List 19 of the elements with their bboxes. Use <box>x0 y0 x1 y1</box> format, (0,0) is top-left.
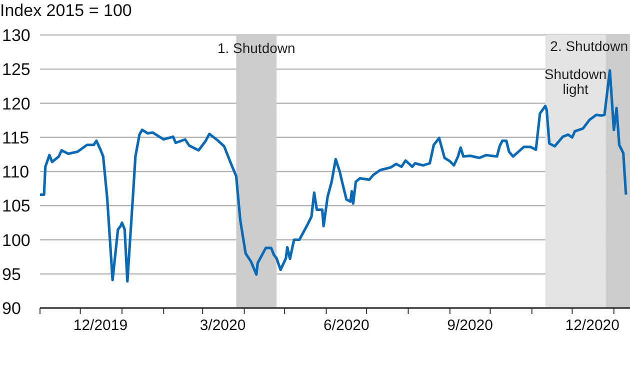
band-label: 1. Shutdown <box>217 40 296 56</box>
x-tick-label: 6/2020 <box>323 317 370 334</box>
y-tick-label: 115 <box>2 128 30 148</box>
y-tick-label: 125 <box>2 60 30 80</box>
band-label: 2. Shutdown <box>550 38 628 54</box>
y-tick-label: 100 <box>2 230 30 250</box>
y-tick-label: 95 <box>2 264 21 284</box>
line-series <box>40 69 628 283</box>
y-tick-label: 90 <box>2 299 21 318</box>
x-tick-label: 12/2019 <box>73 317 128 334</box>
band-label: Shutdown light <box>544 66 607 97</box>
y-tick-label: 110 <box>2 162 30 182</box>
x-tick-label: 3/2020 <box>200 317 246 334</box>
y-tick-label: 105 <box>2 196 30 216</box>
x-tick-label: 12/2020 <box>565 317 620 334</box>
y-axis-title: Index 2015 = 100 <box>0 0 132 22</box>
y-tick-label: 130 <box>2 26 30 45</box>
y-tick-label: 120 <box>2 94 30 114</box>
x-tick-label: 9/2020 <box>447 317 494 334</box>
